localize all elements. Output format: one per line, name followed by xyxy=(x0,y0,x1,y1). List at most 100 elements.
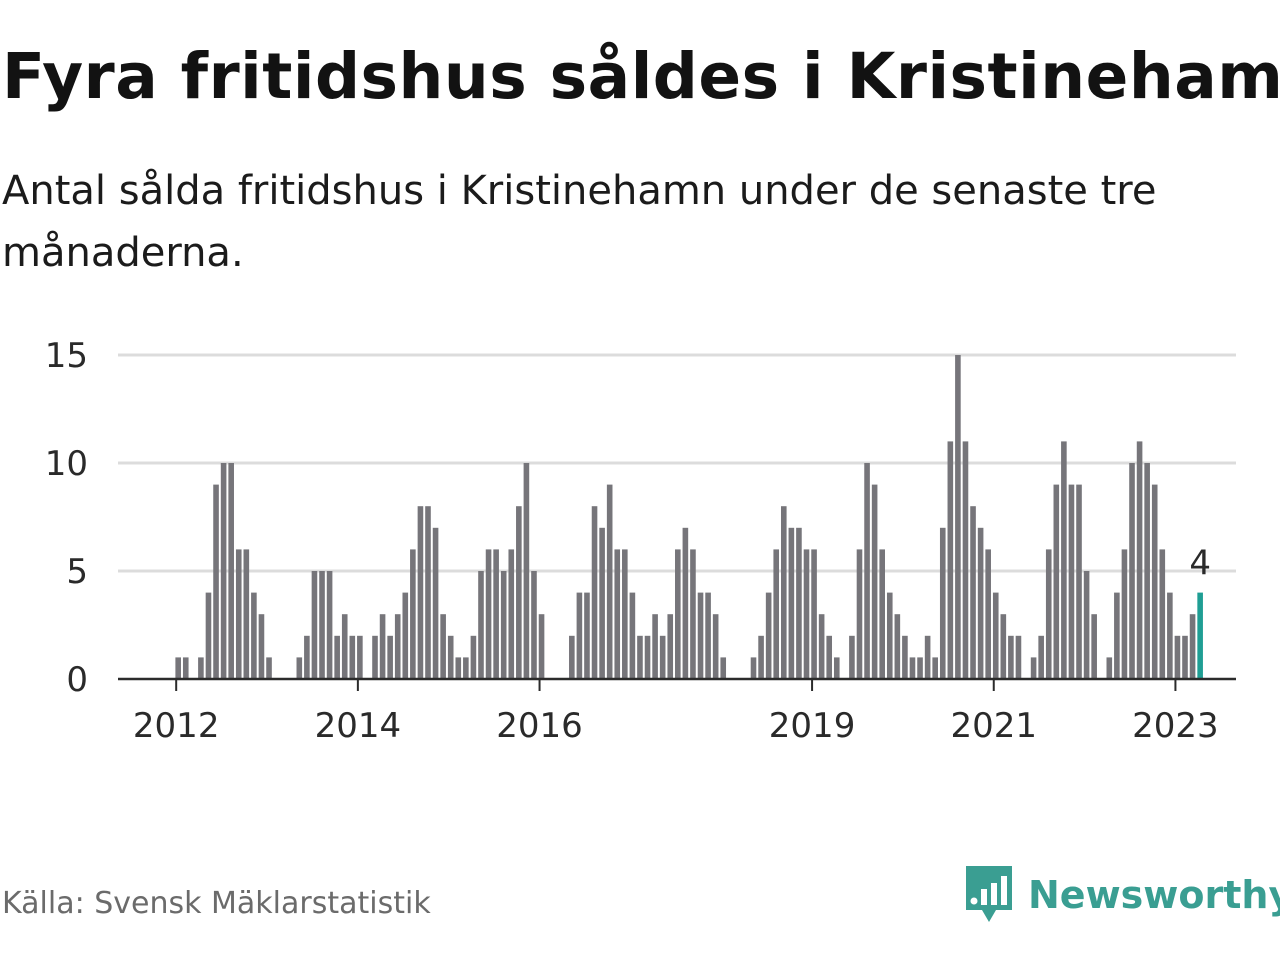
bar xyxy=(387,635,393,679)
bar xyxy=(644,635,651,679)
bar xyxy=(455,657,462,679)
y-tick-label: 15 xyxy=(45,336,88,376)
bar xyxy=(622,549,628,679)
bar xyxy=(478,571,484,679)
bar xyxy=(357,635,363,679)
bar xyxy=(425,506,431,679)
bar xyxy=(1068,484,1075,679)
bar xyxy=(902,635,908,679)
x-axis-ticks: 2012 2014 2016 2019 2021 2023 xyxy=(133,679,1219,746)
bar xyxy=(1061,441,1067,679)
bar xyxy=(629,592,636,679)
bar xyxy=(447,635,454,679)
bar xyxy=(220,463,227,679)
x-tick-label: 2021 xyxy=(950,706,1037,746)
bar xyxy=(1151,484,1158,679)
bar xyxy=(508,549,515,679)
bar xyxy=(1015,635,1022,679)
x-tick-label: 2023 xyxy=(1132,706,1219,746)
bar xyxy=(909,657,916,679)
x-tick-label: 2014 xyxy=(315,706,402,746)
bar xyxy=(1189,614,1196,679)
bar xyxy=(849,635,855,679)
bar xyxy=(818,614,825,679)
bar xyxy=(1159,549,1166,679)
y-tick-label: 10 xyxy=(45,444,88,484)
bar xyxy=(516,506,522,679)
chart-title: Fyra fritidshus såldes i Kristinehamn xyxy=(2,40,1280,113)
bar xyxy=(962,441,969,679)
bar xyxy=(803,549,810,679)
bar xyxy=(871,484,878,679)
x-tick-label: 2019 xyxy=(769,706,856,746)
bar xyxy=(258,614,265,679)
bar xyxy=(932,657,938,679)
gridlines xyxy=(118,353,1236,573)
bar xyxy=(266,657,272,679)
bar xyxy=(637,635,643,679)
bar xyxy=(690,549,696,679)
bar xyxy=(334,635,340,679)
bar xyxy=(1053,484,1060,679)
bar xyxy=(1091,614,1097,679)
bar xyxy=(826,635,833,679)
bar xyxy=(675,549,681,679)
bar xyxy=(773,549,780,679)
bar xyxy=(432,527,439,679)
bar xyxy=(720,657,727,679)
bar xyxy=(886,592,893,679)
bar xyxy=(251,592,257,679)
bar xyxy=(765,592,772,679)
bar xyxy=(198,657,204,679)
bar xyxy=(485,549,492,679)
bar xyxy=(712,614,719,679)
bar xyxy=(917,657,923,679)
bar xyxy=(659,635,666,679)
bar xyxy=(894,614,901,679)
bar xyxy=(349,635,356,679)
bar xyxy=(311,571,318,679)
bar xyxy=(955,355,961,679)
bar xyxy=(924,635,931,679)
bar xyxy=(864,463,870,679)
bar xyxy=(682,527,689,679)
bar xyxy=(410,549,416,679)
bar xyxy=(341,614,348,679)
bar-highlight xyxy=(1197,592,1203,679)
bar xyxy=(985,549,991,679)
bar xyxy=(705,592,711,679)
source-note: Källa: Svensk Mäklarstatistik xyxy=(2,886,431,921)
bar xyxy=(319,571,325,679)
bar xyxy=(606,484,613,679)
bar xyxy=(213,484,219,679)
bar xyxy=(788,527,795,679)
bar xyxy=(977,527,984,679)
bar xyxy=(500,571,507,679)
bar xyxy=(1030,657,1037,679)
bar xyxy=(591,506,598,679)
bar xyxy=(235,549,242,679)
y-axis-tick-labels: 0 5 10 15 xyxy=(45,336,88,700)
bar xyxy=(296,657,303,679)
bar xyxy=(833,657,840,679)
bar xyxy=(879,549,885,679)
bar xyxy=(614,549,621,679)
bar xyxy=(1106,657,1113,679)
bar xyxy=(796,527,802,679)
bar xyxy=(947,441,954,679)
bar xyxy=(1076,484,1082,679)
bar xyxy=(182,657,189,679)
bar xyxy=(175,657,181,679)
bar xyxy=(523,463,530,679)
bar-chart: 0 5 10 15 2012 2014 2016 2019 2021 2023 4 xyxy=(45,336,1236,746)
bar xyxy=(1129,463,1135,679)
highlight-value-label: 4 xyxy=(1189,544,1211,584)
bar xyxy=(970,506,976,679)
y-tick-label: 5 xyxy=(66,552,88,592)
bar xyxy=(758,635,764,679)
y-tick-label: 0 xyxy=(66,660,88,700)
bar xyxy=(652,614,658,679)
bar xyxy=(1083,571,1090,679)
bar xyxy=(1136,441,1143,679)
bar xyxy=(463,657,469,679)
